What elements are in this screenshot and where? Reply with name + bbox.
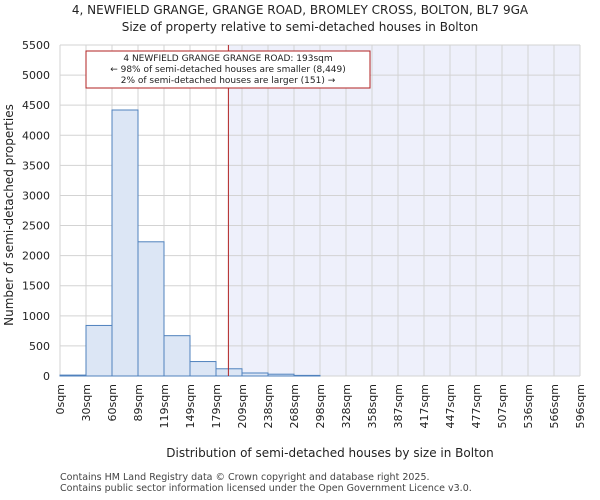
bar-209sqm: [241, 372, 269, 377]
y-axis-ticks: 0 500 1000 1500 2000 2500 3000 3500 4000 4500 5000…: [22, 39, 50, 383]
x-tick-label: 298sqm: [314, 384, 327, 428]
bar-60sqm: [111, 109, 139, 377]
y-axis-label: Number of semi-detached properties: [2, 104, 16, 326]
y-tick-label: 4000: [22, 129, 50, 142]
x-tick-label: 477sqm: [470, 384, 483, 428]
bar-268sqm: [293, 374, 321, 377]
x-tick-label: 387sqm: [392, 384, 405, 428]
x-tick-label: 30sqm: [80, 384, 93, 421]
x-tick-label: 596sqm: [574, 384, 587, 428]
annotation-box: 4 NEWFIELD GRANGE GRANGE ROAD: 193sqm ← …: [85, 50, 371, 89]
bar-89sqm: [137, 241, 165, 377]
y-tick-label: 5500: [22, 39, 50, 52]
y-tick-label: 1000: [22, 310, 50, 323]
x-tick-label: 268sqm: [288, 384, 301, 428]
bar-0sqm: [59, 374, 87, 377]
x-tick-label: 566sqm: [548, 384, 561, 428]
bar-119sqm: [163, 335, 191, 377]
bar-238sqm: [267, 373, 295, 377]
bar-179sqm: [215, 368, 243, 377]
annotation-line-1: 4 NEWFIELD GRANGE GRANGE ROAD: 193sqm: [123, 54, 332, 64]
x-tick-label: 328sqm: [340, 384, 353, 428]
x-tick-label: 89sqm: [132, 384, 145, 421]
x-tick-label: 507sqm: [496, 384, 509, 428]
x-tick-label: 149sqm: [184, 384, 197, 428]
x-tick-label: 417sqm: [418, 384, 431, 428]
y-tick-label: 5000: [22, 69, 50, 82]
x-axis-ticks: 0sqm 30sqm 60sqm 89sqm 119sqm 149sqm 179sqm 209…: [54, 384, 587, 428]
histogram-chart: 0 500 1000 1500 2000 2500 3000 3500 4000 4500 5000…: [2, 39, 587, 460]
chart-title: 4, NEWFIELD GRANGE, GRANGE ROAD, BROMLEY…: [71, 3, 529, 17]
chart-subtitle: Size of property relative to semi-detach…: [121, 20, 479, 34]
bars: [59, 109, 321, 377]
x-tick-label: 536sqm: [522, 384, 535, 428]
y-tick-label: 3500: [22, 159, 50, 172]
x-tick-label: 179sqm: [210, 384, 223, 428]
x-tick-label: 358sqm: [366, 384, 379, 428]
footer-line-1: Contains HM Land Registry data © Crown c…: [60, 472, 430, 483]
y-tick-label: 2000: [22, 250, 50, 263]
x-tick-label: 447sqm: [444, 384, 457, 428]
x-axis-label: Distribution of semi-detached houses by …: [166, 446, 493, 460]
annotation-frame: [85, 50, 371, 89]
annotation-line-2: ← 98% of semi-detached houses are smalle…: [110, 65, 346, 75]
y-tick-label: 4500: [22, 99, 50, 112]
y-tick-label: 3000: [22, 189, 50, 202]
y-tick-label: 1500: [22, 280, 50, 293]
x-tick-label: 60sqm: [106, 384, 119, 421]
larger-region-shading: [228, 45, 580, 376]
y-tick-label: 2500: [22, 220, 50, 233]
x-tick-label: 238sqm: [262, 384, 275, 428]
annotation-line-3: 2% of semi-detached houses are larger (1…: [121, 76, 336, 86]
y-tick-label: 500: [29, 340, 50, 353]
bar-149sqm: [189, 361, 217, 377]
x-tick-label: 0sqm: [54, 384, 67, 414]
x-tick-label: 119sqm: [158, 384, 171, 428]
y-tick-label: 0: [43, 370, 50, 383]
x-tick-label: 209sqm: [236, 384, 249, 428]
bar-30sqm: [85, 324, 113, 377]
footer-line-2: Contains public sector information licen…: [60, 483, 472, 494]
